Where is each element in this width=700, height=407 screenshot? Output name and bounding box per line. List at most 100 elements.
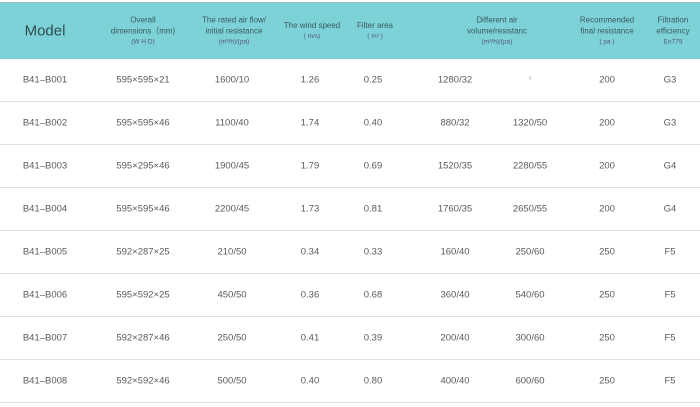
table-row: B41–B004 595×595×46 2200/45 1.73 0.81 1760/35… [0, 187, 700, 231]
header-recommended: Recommended final resistance ( pa ) [580, 15, 634, 48]
cell-efficiency: F5 [664, 289, 676, 300]
cell-flow: 2200/45 [214, 203, 250, 214]
header-line: Filtration [657, 15, 689, 25]
cell-dimensions: 592×592×46 [116, 375, 170, 386]
header-flow: The rated air flow/initial resistance (m³… [202, 15, 266, 48]
cell-model: B41–B002 [22, 117, 68, 128]
cell-area: 0.25 [363, 74, 383, 85]
cell-efficiency: G4 [663, 160, 677, 171]
cell-volume-2: 250/60 [515, 246, 545, 257]
cell-speed: 0.40 [300, 375, 320, 386]
header-unit: (m³/h)/(pa) [481, 38, 513, 46]
cell-volume-2: 2650/55 [512, 203, 548, 214]
header-line: Recommended [579, 15, 635, 25]
header-line: efficiency [656, 26, 690, 36]
table-header: Model Overall dimensions（mm) (W H D) The r… [0, 2, 700, 59]
header-speed: The wind speed ( m/s) [284, 20, 340, 42]
cell-dimensions: 595×595×46 [116, 203, 170, 214]
header-unit: ( pa ) [599, 38, 615, 46]
cell-volume-1: 400/40 [440, 375, 470, 386]
header-different: Different air volume/resistanc (m³/h)/(pa) [467, 15, 527, 48]
cell-final-resistance: 250 [599, 289, 615, 300]
cell-area: 0.39 [363, 332, 383, 343]
cell-dimensions: 592×287×46 [116, 332, 170, 343]
cell-volume-1: 1520/35 [437, 160, 473, 171]
table-row: B41–B001 595×595×21 1600/10 1.26 0.25 1280/32… [0, 58, 700, 102]
header-efficiency: Filtration efficiency En779 [656, 15, 689, 48]
cell-model: B41–B005 [22, 246, 68, 257]
cell-model: B41–B001 [22, 74, 68, 85]
table-row: B41–B003 595×295×46 1900/45 1.79 0.69 1520/35… [0, 144, 700, 188]
cell-area: 0.81 [363, 203, 383, 214]
cell-efficiency: F5 [664, 246, 676, 257]
cell-final-resistance: 200 [599, 74, 615, 85]
header-dimensions: Overall dimensions（mm) (W H D) [111, 15, 175, 48]
cell-efficiency: G3 [663, 117, 677, 128]
cell-speed: 1.73 [300, 203, 320, 214]
header-unit: (W H D) [131, 38, 155, 46]
header-unit: (m³/h)/(pa) [218, 38, 250, 46]
cell-volume-1: 360/40 [440, 289, 470, 300]
cell-volume-2: ¹ [529, 76, 531, 83]
cell-model: B41–B007 [22, 332, 68, 343]
cell-volume-2: 1320/50 [512, 117, 548, 128]
cell-area: 0.80 [363, 375, 383, 386]
cell-flow: 500/50 [217, 375, 247, 386]
cell-speed: 1.79 [300, 160, 320, 171]
cell-speed: 0.41 [300, 332, 320, 343]
header-line: Overall [130, 15, 156, 25]
cell-volume-1: 200/40 [440, 332, 470, 343]
cell-volume-2: 600/60 [515, 375, 545, 386]
cell-efficiency: G3 [663, 74, 677, 85]
header-unit: En779 [663, 38, 683, 46]
cell-model: B41–B004 [22, 203, 68, 214]
cell-efficiency: F5 [664, 375, 676, 386]
cell-model: B41–B003 [22, 160, 68, 171]
header-area: Filter area ( m² ) [357, 20, 393, 42]
header-line: volume/resistanc [466, 26, 528, 36]
cell-final-resistance: 250 [599, 332, 615, 343]
cell-model: B41–B008 [22, 375, 68, 386]
cell-volume-1: 880/32 [440, 117, 470, 128]
cell-final-resistance: 200 [599, 203, 615, 214]
header-line: final resistance [580, 26, 634, 36]
cell-speed: 0.34 [300, 246, 320, 257]
cell-dimensions: 595×295×46 [116, 160, 170, 171]
cell-flow: 210/50 [217, 246, 247, 257]
cell-final-resistance: 200 [599, 117, 615, 128]
table-row: B41–B002 595×595×46 1100/40 1.74 0.40 880/32 1… [0, 101, 700, 145]
header-line: Different air [476, 15, 518, 25]
cell-speed: 1.26 [300, 74, 320, 85]
cell-area: 0.40 [363, 117, 383, 128]
cell-final-resistance: 250 [599, 246, 615, 257]
table-row: B41–B005 592×287×25 210/50 0.34 0.33 160/40 25… [0, 230, 700, 274]
cell-efficiency: F5 [664, 332, 676, 343]
cell-area: 0.69 [363, 160, 383, 171]
cell-flow: 1600/10 [214, 74, 250, 85]
cell-flow: 450/50 [217, 289, 247, 300]
header-line: initial resistance [205, 26, 263, 36]
cell-flow: 1900/45 [214, 160, 250, 171]
cell-speed: 1.74 [300, 117, 320, 128]
header-line: The wind speed [283, 21, 341, 30]
cell-dimensions: 592×287×25 [116, 246, 170, 257]
table-row: B41–B006 595×592×25 450/50 0.36 0.68 360/40 54… [0, 273, 700, 317]
cell-efficiency: G4 [663, 203, 677, 214]
cell-flow: 250/50 [217, 332, 247, 343]
cell-volume-1: 1280/32 [437, 74, 473, 85]
cell-volume-2: 2280/55 [512, 160, 548, 171]
cell-final-resistance: 250 [599, 375, 615, 386]
cell-dimensions: 595×595×46 [116, 117, 170, 128]
cell-dimensions: 595×592×25 [116, 289, 170, 300]
cell-model: B41–B006 [22, 289, 68, 300]
header-line: The rated air flow/ [201, 15, 267, 25]
cell-final-resistance: 200 [599, 160, 615, 171]
cell-volume-1: 1760/35 [437, 203, 473, 214]
header-line: dimensions（mm) [110, 26, 176, 36]
header-line: Filter area [356, 21, 394, 30]
cell-flow: 1100/40 [215, 117, 249, 128]
header-unit: ( m² ) [367, 33, 383, 40]
cell-dimensions: 595×595×21 [116, 74, 170, 85]
cell-volume-1: 160/40 [440, 246, 470, 257]
cell-speed: 0.36 [300, 289, 320, 300]
